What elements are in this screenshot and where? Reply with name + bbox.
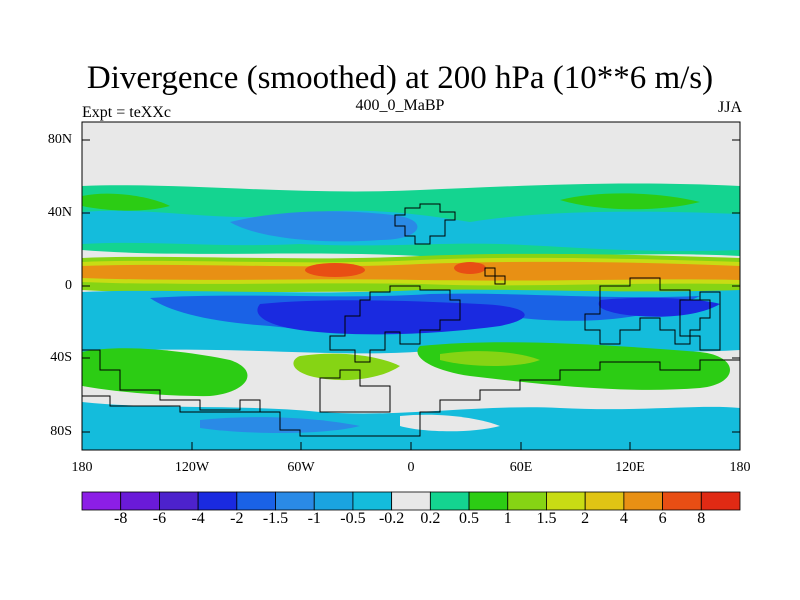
south-divergence-yellow — [440, 351, 540, 366]
colorbar-swatch — [313, 491, 354, 511]
colorbar-label: -2 — [230, 510, 244, 527]
colorbar-swatch — [507, 491, 547, 511]
colorbar-label: -0.5 — [340, 510, 366, 527]
colorbar-label: 4 — [619, 510, 628, 527]
colorbar-label: -1 — [307, 510, 321, 527]
map-title: Divergence (smoothed) at 200 hPa (10**6 … — [86, 60, 714, 96]
lon-label-120e: 120E — [615, 460, 645, 475]
colorbar-swatch — [159, 491, 199, 511]
lon-label-180w: 180 — [71, 460, 93, 475]
equatorial-divergence-orange — [82, 261, 740, 281]
colorbar-swatch — [429, 491, 470, 511]
colorbar-swatch — [120, 491, 160, 511]
colorbar-label: -0.2 — [378, 510, 405, 527]
colorbar-swatch — [352, 491, 393, 511]
colorbar-label: -6 — [152, 510, 167, 527]
colorbar-swatch — [275, 491, 315, 511]
lon-label-60e: 60E — [509, 460, 533, 475]
lat-label-80s: 80S — [50, 424, 72, 439]
colorbar — [81, 491, 741, 511]
south-convergence-core-east — [598, 297, 720, 317]
colorbar-label: -8 — [114, 510, 128, 527]
coastlines — [82, 203, 740, 437]
lon-label-180e: 180 — [729, 460, 751, 475]
colorbar-swatch — [81, 491, 122, 511]
colorbar-label: 2 — [581, 510, 590, 527]
lat-label-80n: 80N — [47, 132, 72, 147]
south-convergence-core — [257, 300, 525, 335]
colorbar-swatch — [546, 491, 586, 511]
period-label: 400_0_MaBP — [355, 97, 445, 114]
season-label: JJA — [717, 99, 742, 116]
lat-label-0: 0 — [65, 278, 72, 293]
north-divergence-core-west — [82, 193, 170, 211]
colorbar-label: -1.5 — [262, 510, 289, 527]
colorbar-swatch — [700, 491, 741, 511]
colorbar-swatch — [391, 491, 431, 511]
colorbar-swatch — [236, 491, 276, 511]
colorbar-label: 0.5 — [459, 510, 480, 527]
lon-label-60w: 60W — [287, 460, 315, 475]
colorbar-swatch — [468, 491, 509, 511]
colorbar-label: 8 — [697, 510, 706, 527]
south-neutral-gap — [82, 386, 740, 409]
colorbar-swatch — [197, 491, 238, 511]
south-divergence-west — [82, 348, 248, 398]
lon-label-120w: 120W — [174, 460, 210, 475]
divergence-field — [82, 122, 740, 450]
colorbar-label: 6 — [658, 510, 667, 527]
experiment-label: Expt = teXXc — [82, 104, 171, 121]
colorbar-swatch — [584, 491, 625, 511]
colorbar-label: 1.5 — [536, 510, 557, 527]
north-convergence-core — [230, 211, 418, 242]
lon-label-0: 0 — [407, 460, 415, 475]
lat-label-40s: 40S — [50, 350, 72, 365]
colorbar-label: -4 — [191, 510, 205, 527]
far-south-neutral — [400, 414, 500, 432]
axis-ticks — [81, 139, 740, 450]
south-divergence-central — [293, 353, 400, 381]
equatorial-maximum-atlantic — [454, 262, 486, 274]
colorbar-swatch — [662, 491, 702, 511]
colorbar-label: 1 — [503, 510, 512, 527]
north-divergence-core-east — [560, 193, 700, 210]
lat-label-40n: 40N — [47, 205, 72, 220]
equatorial-maximum-pacific — [305, 263, 365, 277]
colorbar-swatch — [623, 491, 663, 511]
colorbar-label: 0.2 — [420, 510, 441, 527]
